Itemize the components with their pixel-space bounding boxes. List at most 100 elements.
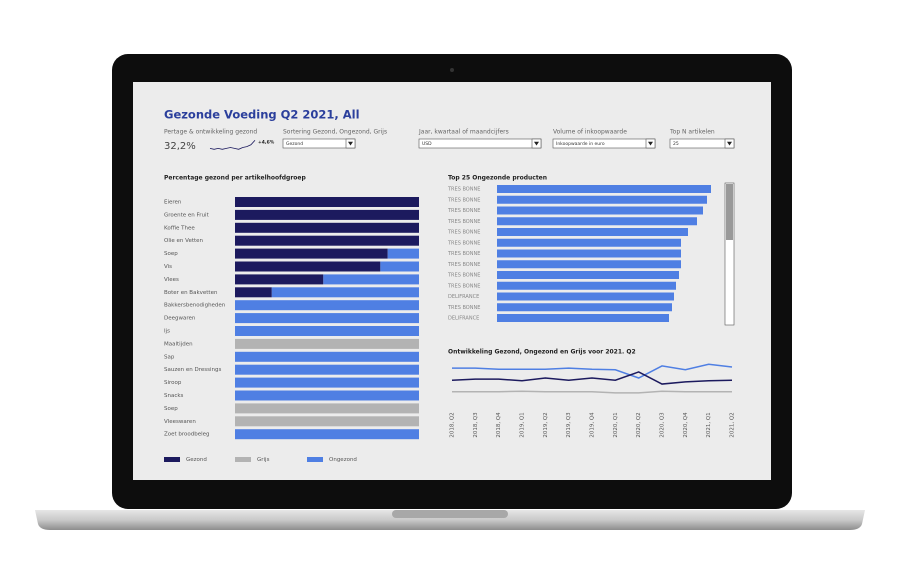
dropdown[interactable]: USD bbox=[418, 138, 542, 149]
laptop-base bbox=[35, 510, 865, 530]
category-label: Olie en Vetten bbox=[164, 238, 204, 244]
category-label: Sap bbox=[164, 354, 175, 360]
x-tick-label: 2018, Q4 bbox=[496, 412, 502, 438]
dropdown-box[interactable] bbox=[418, 138, 542, 149]
bar-segment bbox=[235, 235, 419, 246]
category-label: TRES BONNE bbox=[447, 197, 480, 203]
bar-segment bbox=[235, 377, 419, 388]
x-tick-label: 2020, Q1 bbox=[613, 412, 619, 437]
bar-segment bbox=[235, 274, 324, 285]
bar bbox=[497, 228, 688, 236]
kpi-value: 32,2% bbox=[164, 141, 196, 152]
bar bbox=[497, 281, 676, 290]
bar-segment bbox=[235, 416, 419, 427]
category-label: Vlees bbox=[164, 277, 179, 283]
x-tick-label: 2019, Q1 bbox=[520, 412, 526, 437]
bar-segment bbox=[235, 197, 419, 207]
series-line bbox=[451, 371, 733, 385]
dropdown-arrow[interactable] bbox=[648, 141, 653, 146]
bar-segment bbox=[235, 313, 419, 324]
camera bbox=[450, 68, 454, 72]
bar bbox=[497, 292, 674, 301]
x-tick-label: 2018, Q2 bbox=[450, 412, 456, 437]
x-tick-label: 2019, Q4 bbox=[590, 412, 596, 438]
category-label: Eieren bbox=[164, 200, 182, 206]
x-tick-label: 2021, Q2 bbox=[730, 412, 736, 437]
bar-segment bbox=[387, 248, 419, 259]
chart-title: Top 25 Ongezonde producten bbox=[448, 175, 547, 182]
x-tick-label: 2018, Q3 bbox=[473, 412, 479, 438]
bar-segment bbox=[271, 287, 419, 298]
category-label: Siroop bbox=[164, 380, 182, 386]
category-label: TRES BONNE bbox=[447, 230, 480, 236]
bar-segment bbox=[323, 274, 419, 285]
bar bbox=[497, 260, 681, 269]
scrollbar-track[interactable] bbox=[724, 182, 735, 326]
dropdown-arrow[interactable] bbox=[727, 141, 732, 146]
x-tick-label: 2020, Q2 bbox=[636, 412, 642, 437]
category-label: TRES BONNE bbox=[447, 273, 480, 279]
category-label: DELIFRANCE bbox=[448, 294, 479, 300]
bar-segment bbox=[235, 351, 419, 362]
legend-swatch bbox=[164, 457, 180, 462]
legend-label: Ongezond bbox=[329, 457, 357, 463]
category-label: Koffie Thee bbox=[164, 225, 195, 231]
category-label: TRES BONNE bbox=[447, 219, 480, 225]
bar-segment bbox=[235, 390, 419, 401]
legend-swatch bbox=[235, 457, 251, 462]
scrollbar-thumb[interactable] bbox=[726, 184, 733, 240]
filter-label: Sortering Gezond, Ongezond, Grijs bbox=[283, 129, 387, 136]
category-label: Snacks bbox=[164, 393, 184, 399]
category-label: Sauzen en Dressings bbox=[164, 367, 221, 373]
category-label: Vis bbox=[164, 264, 172, 270]
filter-label: Jaar, kwartaal of maandcijfers bbox=[418, 129, 509, 136]
filter-label: Top N artikelen bbox=[669, 129, 715, 136]
dropdown-value[interactable]: 25 bbox=[673, 141, 679, 147]
bar bbox=[497, 303, 672, 312]
category-label: Bakkersbenodigheden bbox=[164, 303, 226, 309]
dropdown[interactable]: Gezond bbox=[282, 138, 356, 149]
category-label: TRES BONNE bbox=[447, 251, 480, 257]
category-label: TRES BONNE bbox=[447, 208, 480, 214]
bar bbox=[497, 314, 669, 322]
bar-segment bbox=[380, 261, 419, 272]
dashboard-title: Gezonde Voeding Q2 2021, All bbox=[164, 108, 360, 122]
category-label: DELIFRANCE bbox=[448, 316, 479, 322]
kpi-change: +4,6% bbox=[258, 140, 275, 146]
category-label: TRES BONNE bbox=[447, 187, 480, 193]
dropdown-box[interactable] bbox=[669, 138, 735, 149]
x-tick-label: 2020, Q3 bbox=[660, 412, 666, 438]
category-label: TRES BONNE bbox=[447, 283, 480, 289]
category-label: Zoet broodbeleg bbox=[164, 432, 210, 438]
dropdown-value[interactable]: USD bbox=[422, 141, 432, 147]
dropdown-value[interactable]: Inkoopwaarde in euro bbox=[556, 141, 605, 147]
category-label: Ijs bbox=[164, 329, 170, 335]
category-label: TRES BONNE bbox=[447, 305, 480, 311]
bar bbox=[497, 238, 681, 247]
bar bbox=[497, 195, 707, 204]
category-label: TRES BONNE bbox=[447, 240, 480, 246]
dropdown[interactable]: Inkoopwaarde in euro bbox=[552, 138, 656, 149]
category-label: TRES BONNE bbox=[447, 262, 480, 268]
x-tick-label: 2019, Q2 bbox=[543, 412, 549, 437]
bar-segment bbox=[235, 287, 272, 298]
category-label: Maaltijden bbox=[164, 341, 193, 347]
dropdown-arrow[interactable] bbox=[534, 141, 539, 146]
bar bbox=[497, 217, 697, 226]
dropdown-value[interactable]: Gezond bbox=[286, 141, 303, 147]
bar-segment bbox=[235, 222, 419, 233]
x-tick-label: 2019, Q3 bbox=[566, 412, 572, 438]
kpi-label: Pertage & ontwikkeling gezond bbox=[164, 129, 257, 136]
legend-label: Gezond bbox=[186, 457, 207, 463]
series-line bbox=[452, 363, 733, 379]
kpi-sparkline bbox=[209, 140, 256, 150]
bar bbox=[497, 206, 703, 215]
dropdown-arrow[interactable] bbox=[348, 141, 353, 146]
dropdown[interactable]: 25 bbox=[669, 138, 735, 149]
bar-segment bbox=[235, 326, 419, 336]
legend-swatch bbox=[307, 457, 323, 462]
bar-segment bbox=[235, 261, 381, 272]
notch bbox=[392, 510, 508, 518]
chart-title: Ontwikkeling Gezond, Ongezond en Grijs v… bbox=[448, 349, 636, 356]
bar bbox=[497, 249, 681, 258]
